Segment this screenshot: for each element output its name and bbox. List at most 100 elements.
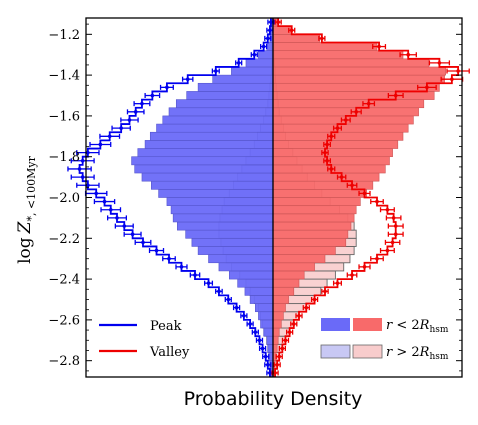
y-axis: −1.2 −1.4 −1.6 −1.8 −2.0 −2.2 −2.4 −2.6 −2.8: [48, 17, 463, 378]
peak-inner-bar: [158, 189, 274, 198]
valley-error-bar: [281, 337, 290, 343]
y-tick-label: −2.6: [48, 313, 80, 328]
peak-inner-bar: [170, 205, 274, 215]
valley-inner-bar: [272, 66, 446, 76]
peak-error-bar: [246, 321, 254, 327]
valley-inner-bar: [272, 189, 367, 198]
peak-error-bar: [84, 190, 108, 196]
valley-inner-bar: [272, 303, 286, 313]
peak-inner-bar: [237, 278, 274, 288]
valley-error-bar: [387, 93, 404, 99]
valley-inner-bar: [272, 131, 404, 141]
peak-error-bar: [259, 44, 268, 50]
x-axis-label: Probability Density: [184, 388, 363, 410]
peak-inner-bar: [229, 270, 274, 280]
valley-inner-bar: [272, 148, 393, 158]
y-tick-label: −1.8: [48, 150, 80, 165]
plot-area: [67, 17, 470, 378]
peak-error-bar: [251, 329, 259, 335]
legend-patch-valley: [353, 318, 382, 331]
peak-error-bar: [189, 272, 201, 278]
peak-error-bar: [100, 207, 122, 213]
valley-error-bar: [370, 256, 384, 262]
peak-inner-bar: [263, 327, 274, 337]
legend-patch-label: r < 2Rhsm: [386, 318, 449, 335]
valley-error-bar: [288, 27, 296, 33]
y-axis-label: logZ*, <100Myr: [15, 155, 38, 264]
peak-inner-bar: [151, 180, 274, 190]
valley-inner-bar: [272, 286, 295, 296]
peak-inner-bar: [197, 246, 274, 255]
peak-inner-bar: [166, 197, 274, 206]
valley-inner-bar: [272, 140, 399, 149]
peak-inner-bar: [249, 295, 274, 304]
legend-patch-peak: [321, 318, 350, 331]
valley-inner-bar: [272, 327, 280, 337]
valley-inner-bar: [272, 74, 445, 84]
valley-error-bar: [387, 223, 404, 229]
peak-inner-bar: [266, 42, 274, 51]
valley-error-bar: [321, 288, 329, 294]
peak-inner-bar: [255, 303, 274, 313]
valley-inner-bar: [272, 50, 404, 60]
peak-error-bar: [120, 117, 139, 123]
valley-error-bar: [346, 182, 358, 188]
peak-error-bar: [162, 256, 176, 262]
peak-error-bar: [67, 166, 92, 172]
peak-inner-bar: [144, 140, 274, 149]
peak-error-bar: [262, 354, 270, 360]
y-tick-label: −2.0: [48, 191, 80, 206]
valley-error-bar: [379, 207, 395, 213]
peak-inner-bar: [186, 91, 274, 100]
valley-error-bar: [417, 84, 437, 90]
valley-inner-bar: [272, 42, 378, 51]
valley-error-bar: [346, 272, 358, 278]
peak-inner-bar: [137, 148, 274, 158]
peak-error-bar: [250, 52, 258, 58]
valley-inner-bar: [272, 213, 355, 223]
peak-inner-bar: [149, 131, 274, 141]
valley-error-bar: [379, 248, 395, 254]
valley-error-bar: [273, 362, 281, 368]
legend-label-peak: Peak: [150, 319, 182, 334]
peak-error-bar: [76, 150, 100, 156]
peak-error-bar: [240, 313, 248, 319]
peak-inner-bar: [134, 164, 274, 174]
valley-error-bar: [295, 313, 303, 319]
valley-error-bar: [310, 296, 319, 302]
valley-inner-bar: [272, 262, 315, 272]
peak-inner-bar: [231, 66, 274, 76]
peak-error-bar: [175, 264, 188, 270]
valley-error-bar: [446, 68, 470, 74]
y-tick-label: −1.6: [48, 109, 80, 124]
peak-inner-bar: [131, 156, 274, 166]
y-tick-label: −2.8: [48, 354, 80, 369]
y-tick-label: −2.4: [48, 273, 80, 288]
peak-inner-bar: [191, 237, 274, 247]
valley-error-bar: [327, 166, 336, 172]
valley-inner-bar: [272, 278, 300, 288]
valley-error-bar: [399, 52, 417, 58]
valley-inner-bar: [272, 311, 284, 321]
valley-inner-bar: [272, 91, 435, 100]
valley-error-bar: [327, 133, 336, 139]
peak-inner-bar: [185, 229, 274, 239]
valley-inner-bar: [272, 254, 326, 264]
peak-inner-bar: [258, 311, 274, 321]
valley-error-bar: [332, 280, 342, 286]
peak-inner-bar: [258, 50, 274, 60]
valley-error-bar: [274, 19, 282, 25]
legend-patch-label: r > 2Rhsm: [386, 345, 449, 362]
valley-inner-bar: [272, 82, 440, 92]
valley-error-bar: [372, 44, 387, 50]
valley-inner-bar: [272, 319, 282, 329]
peak-inner-bar: [260, 319, 274, 329]
peak-error-bar: [114, 223, 134, 229]
valley-inner-bar: [272, 229, 349, 239]
peak-error-bar: [99, 133, 121, 139]
valley-error-bar: [358, 190, 371, 196]
valley-inner-bar: [272, 270, 305, 280]
peak-error-bar: [181, 76, 194, 82]
peak-error-bar: [144, 93, 161, 99]
peak-error-bar: [133, 101, 151, 107]
